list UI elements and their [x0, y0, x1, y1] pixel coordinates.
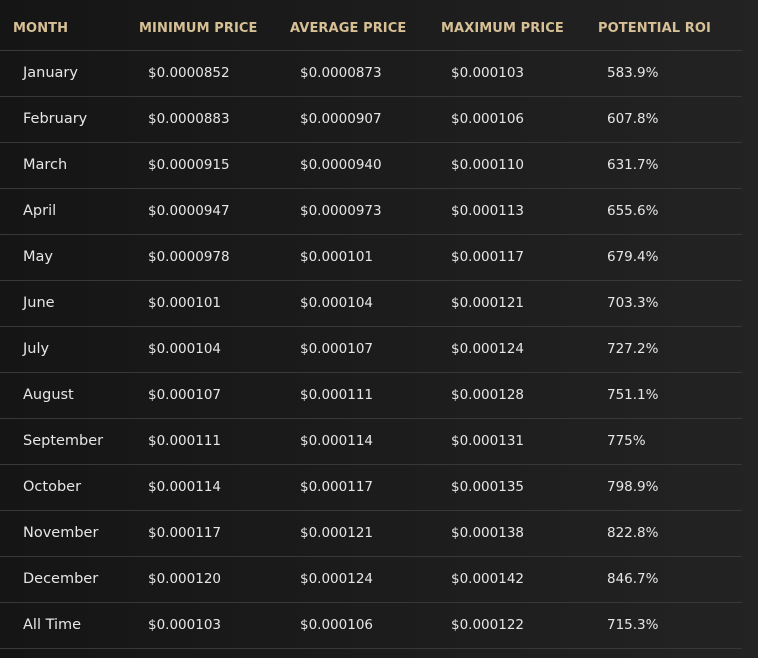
- table-row: August $0.000107 $0.000111 $0.000128 751…: [0, 373, 742, 419]
- month-cell: March: [23, 157, 68, 173]
- average-price-cell: $0.000124: [300, 571, 374, 587]
- month-cell: January: [23, 65, 78, 81]
- average-price-cell: $0.000111: [300, 387, 374, 403]
- potential-roi-cell: 715.3%: [607, 617, 659, 633]
- average-price-cell: $0.000101: [300, 249, 374, 265]
- table-row: October $0.000114 $0.000117 $0.000135 79…: [0, 465, 742, 511]
- header-average-price: AVERAGE PRICE: [290, 21, 407, 36]
- average-price-cell: $0.000121: [300, 525, 374, 541]
- table-row: January $0.0000852 $0.0000873 $0.000103 …: [0, 51, 742, 97]
- maximum-price-cell: $0.000110: [451, 157, 525, 173]
- potential-roi-cell: 679.4%: [607, 249, 659, 265]
- minimum-price-cell: $0.000104: [148, 341, 222, 357]
- maximum-price-cell: $0.000121: [451, 295, 525, 311]
- table-row: April $0.0000947 $0.0000973 $0.000113 65…: [0, 189, 742, 235]
- maximum-price-cell: $0.000138: [451, 525, 525, 541]
- maximum-price-cell: $0.000103: [451, 65, 525, 81]
- maximum-price-cell: $0.000106: [451, 111, 525, 127]
- table-row: November $0.000117 $0.000121 $0.000138 8…: [0, 511, 742, 557]
- maximum-price-cell: $0.000135: [451, 479, 525, 495]
- minimum-price-cell: $0.000117: [148, 525, 222, 541]
- maximum-price-cell: $0.000122: [451, 617, 525, 633]
- table-body: January $0.0000852 $0.0000873 $0.000103 …: [0, 51, 742, 649]
- potential-roi-cell: 727.2%: [607, 341, 659, 357]
- table-row: All Time $0.000103 $0.000106 $0.000122 7…: [0, 603, 742, 649]
- potential-roi-cell: 846.7%: [607, 571, 659, 587]
- average-price-cell: $0.0000873: [300, 65, 382, 81]
- month-cell: May: [23, 249, 53, 265]
- minimum-price-cell: $0.000107: [148, 387, 222, 403]
- minimum-price-cell: $0.000120: [148, 571, 222, 587]
- table-row: July $0.000104 $0.000107 $0.000124 727.2…: [0, 327, 742, 373]
- month-cell: April: [23, 203, 57, 219]
- potential-roi-cell: 822.8%: [607, 525, 659, 541]
- header-month: MONTH: [13, 21, 69, 36]
- minimum-price-cell: $0.0000978: [148, 249, 230, 265]
- price-prediction-table: MONTH MINIMUM PRICE AVERAGE PRICE MAXIMU…: [0, 0, 742, 649]
- month-cell: August: [23, 387, 74, 403]
- maximum-price-cell: $0.000131: [451, 433, 525, 449]
- minimum-price-cell: $0.0000852: [148, 65, 230, 81]
- potential-roi-cell: 798.9%: [607, 479, 659, 495]
- average-price-cell: $0.000104: [300, 295, 374, 311]
- average-price-cell: $0.000107: [300, 341, 374, 357]
- table-header-row: MONTH MINIMUM PRICE AVERAGE PRICE MAXIMU…: [0, 0, 742, 51]
- table-row: September $0.000111 $0.000114 $0.000131 …: [0, 419, 742, 465]
- header-minimum-price: MINIMUM PRICE: [139, 21, 258, 36]
- maximum-price-cell: $0.000124: [451, 341, 525, 357]
- month-cell: September: [23, 433, 104, 449]
- table-row: June $0.000101 $0.000104 $0.000121 703.3…: [0, 281, 742, 327]
- minimum-price-cell: $0.0000915: [148, 157, 230, 173]
- header-maximum-price: MAXIMUM PRICE: [441, 21, 564, 36]
- minimum-price-cell: $0.0000947: [148, 203, 230, 219]
- potential-roi-cell: 607.8%: [607, 111, 659, 127]
- minimum-price-cell: $0.000111: [148, 433, 222, 449]
- month-cell: November: [23, 525, 99, 541]
- month-cell: July: [23, 341, 50, 357]
- maximum-price-cell: $0.000117: [451, 249, 525, 265]
- maximum-price-cell: $0.000113: [451, 203, 525, 219]
- maximum-price-cell: $0.000142: [451, 571, 525, 587]
- month-cell: All Time: [23, 617, 82, 633]
- table-row: May $0.0000978 $0.000101 $0.000117 679.4…: [0, 235, 742, 281]
- month-cell: February: [23, 111, 88, 127]
- minimum-price-cell: $0.0000883: [148, 111, 230, 127]
- month-cell: October: [23, 479, 82, 495]
- minimum-price-cell: $0.000114: [148, 479, 222, 495]
- average-price-cell: $0.0000973: [300, 203, 382, 219]
- minimum-price-cell: $0.000101: [148, 295, 222, 311]
- minimum-price-cell: $0.000103: [148, 617, 222, 633]
- table-row: December $0.000120 $0.000124 $0.000142 8…: [0, 557, 742, 603]
- potential-roi-cell: 775%: [607, 433, 646, 449]
- potential-roi-cell: 631.7%: [607, 157, 659, 173]
- month-cell: June: [23, 295, 55, 311]
- month-cell: December: [23, 571, 99, 587]
- header-potential-roi: POTENTIAL ROI: [598, 21, 711, 36]
- potential-roi-cell: 703.3%: [607, 295, 659, 311]
- potential-roi-cell: 751.1%: [607, 387, 659, 403]
- maximum-price-cell: $0.000128: [451, 387, 525, 403]
- average-price-cell: $0.000117: [300, 479, 374, 495]
- average-price-cell: $0.000114: [300, 433, 374, 449]
- average-price-cell: $0.0000940: [300, 157, 382, 173]
- table-row: February $0.0000883 $0.0000907 $0.000106…: [0, 97, 742, 143]
- average-price-cell: $0.000106: [300, 617, 374, 633]
- average-price-cell: $0.0000907: [300, 111, 382, 127]
- potential-roi-cell: 583.9%: [607, 65, 659, 81]
- table-row: March $0.0000915 $0.0000940 $0.000110 63…: [0, 143, 742, 189]
- potential-roi-cell: 655.6%: [607, 203, 659, 219]
